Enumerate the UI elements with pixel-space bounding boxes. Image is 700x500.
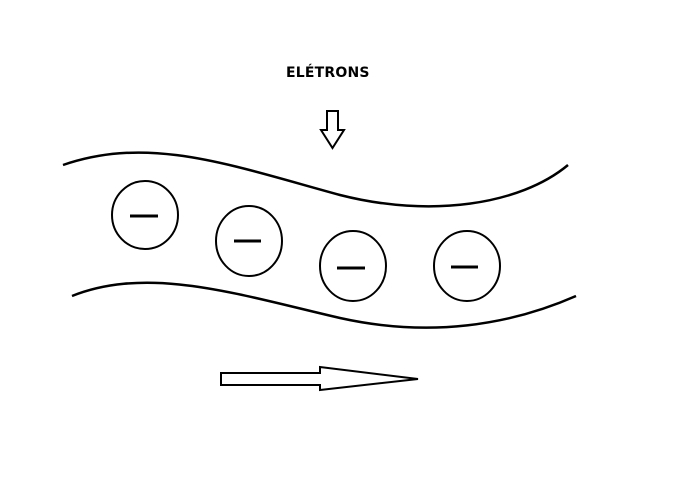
electron	[433, 230, 501, 302]
down-arrow-icon	[319, 110, 346, 150]
conductor-top-edge	[62, 151, 569, 208]
electron	[215, 205, 283, 277]
electrons-label: ELÉTRONS	[286, 65, 370, 81]
conductor-bottom-edge	[71, 281, 577, 329]
electron	[319, 230, 387, 302]
electron	[111, 180, 179, 250]
right-arrow-icon	[220, 365, 419, 392]
